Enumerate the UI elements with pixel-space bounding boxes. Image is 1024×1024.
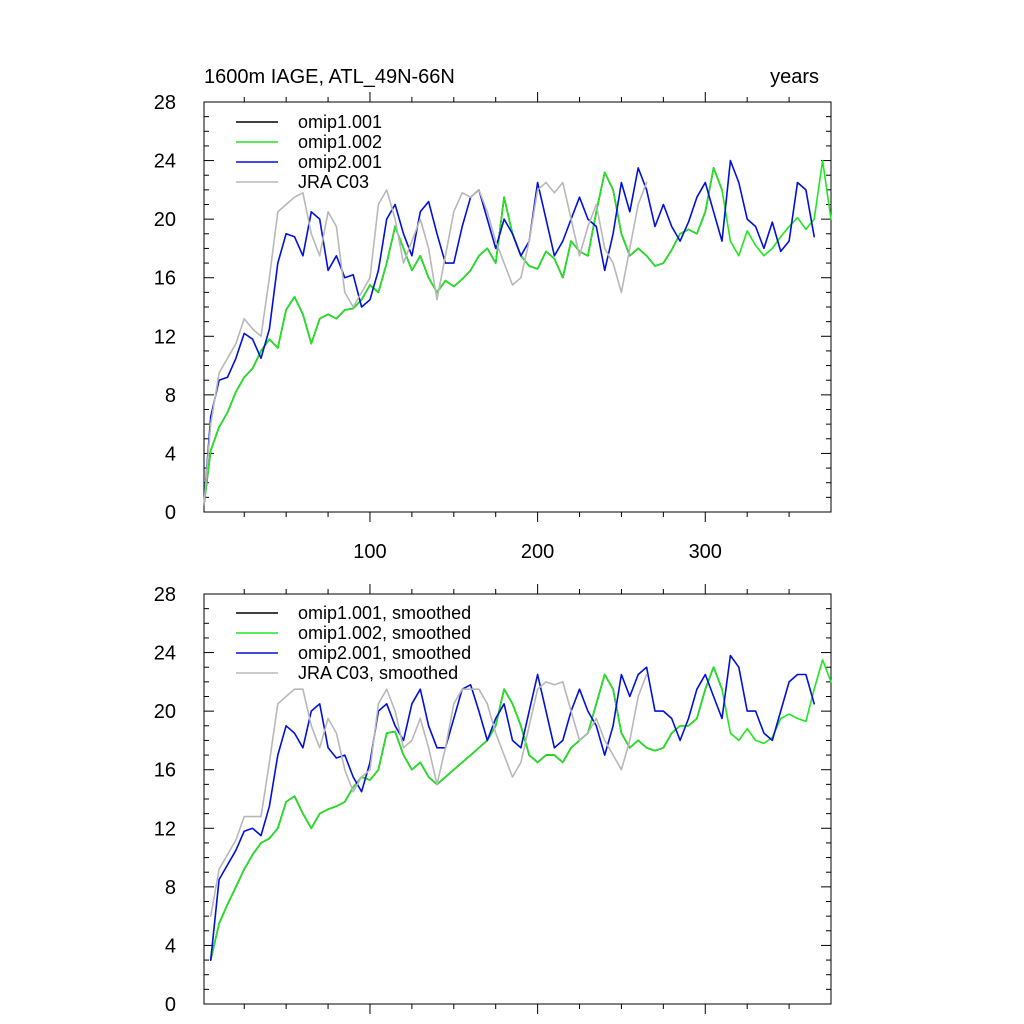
- legend-label: omip2.001, smoothed: [298, 643, 471, 663]
- y-tick-label: 12: [154, 818, 176, 840]
- y-tick-label: 8: [165, 877, 176, 899]
- y-tick-label: 20: [154, 209, 176, 231]
- y-tick-label: 28: [154, 92, 176, 114]
- series-line-omip1-002: [203, 159, 832, 506]
- series-line-omip1-001: [203, 167, 723, 506]
- x-tick-label: 300: [689, 541, 722, 563]
- legend-label: JRA C03, smoothed: [298, 663, 458, 683]
- legend-label: JRA C03: [298, 172, 369, 192]
- y-units-label: years: [770, 66, 819, 88]
- series-line-jra-c03-smoothed: [209, 673, 648, 917]
- y-tick-label: 24: [154, 643, 176, 665]
- y-tick-label: 8: [165, 385, 176, 407]
- y-tick-label: 28: [154, 584, 176, 606]
- series-line-jra-c03: [203, 181, 648, 506]
- top-panel: 0 4 8 12 16 20 24 28 100 200 300 omip1.001omip1.002…: [154, 92, 832, 563]
- series-line-omip1-001-smoothed: [209, 666, 723, 961]
- y-tick-label: 16: [154, 268, 176, 290]
- y-tick-label: 16: [154, 760, 176, 782]
- y-tick-label: 24: [154, 151, 176, 173]
- x-tick-label: 100: [353, 541, 386, 563]
- legend-label: omip2.001: [298, 152, 382, 172]
- y-tick-label: 0: [165, 502, 176, 524]
- legend-label: omip1.002: [298, 132, 382, 152]
- chart-title: 1600m IAGE, ATL_49N-66N: [204, 66, 455, 88]
- y-tick-label: 12: [154, 326, 176, 348]
- legend-label: omip1.002, smoothed: [298, 623, 471, 643]
- x-tick-label: 200: [521, 541, 554, 563]
- legend-label: omip1.001: [298, 112, 382, 132]
- legend-label: omip1.001, smoothed: [298, 603, 471, 623]
- series-line-omip2-001: [203, 159, 816, 506]
- bottom-panel: 0 4 8 12 16 20 24 28 omip1.001, smoothedomip1.00…: [154, 584, 832, 1016]
- y-tick-label: 4: [165, 935, 176, 957]
- y-tick-label: 0: [165, 994, 176, 1016]
- series-line-omip2-001-smoothed: [209, 654, 816, 961]
- series-line-omip1-002-smoothed: [209, 659, 832, 961]
- y-tick-label: 4: [165, 443, 176, 465]
- y-tick-label: 20: [154, 701, 176, 723]
